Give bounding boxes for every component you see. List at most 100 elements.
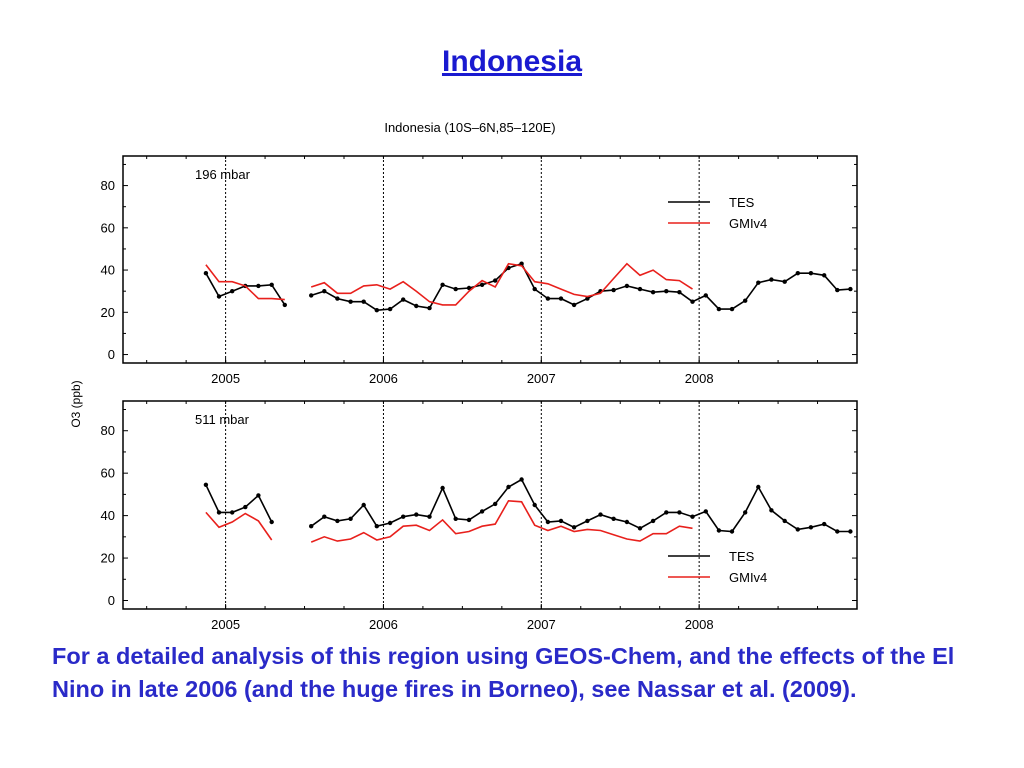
tes-data-point [716, 528, 722, 533]
gmiv4-series-line [310, 499, 693, 543]
tes-series-line [205, 272, 286, 306]
tes-data-point [795, 271, 800, 276]
y-tick-label: 40 [101, 263, 115, 278]
ozone-chart: Indonesia (10S–6N,85–120E) O3 (ppb) 0 20 4… [69, 120, 858, 632]
tes-data-point [848, 286, 853, 292]
tes-data-point [361, 502, 366, 508]
tes-data-point [322, 289, 327, 294]
tes-data-point [216, 294, 222, 299]
tes-data-point [571, 525, 577, 530]
tes-data-point [637, 526, 643, 531]
plot-frame [122, 155, 858, 364]
tes-data-point [835, 529, 840, 534]
legend-label: TES [729, 195, 755, 210]
panel-196-mbar: 0 20 40 60 80 2005 2006 2007 2008 196 mbar TES GMIv… [101, 155, 858, 386]
y-tick-label: 80 [101, 178, 115, 193]
y-tick-label: 40 [101, 508, 115, 523]
gmiv4-series-line [310, 262, 693, 306]
tes-data-point [729, 529, 735, 534]
gmiv4-series-line [205, 264, 285, 301]
tes-data-point [453, 516, 458, 521]
panel-label: 196 mbar [195, 167, 251, 182]
tes-data-point [624, 283, 630, 289]
tes-data-point [361, 299, 366, 304]
tes-data-point [387, 306, 393, 312]
tes-data-point [269, 519, 274, 525]
tes-data-point [822, 273, 827, 278]
tes-data-point [782, 279, 787, 284]
tes-data-point [650, 518, 656, 524]
tes-data-point [532, 502, 537, 508]
tes-data-point [479, 282, 485, 287]
tes-data-point [440, 485, 445, 491]
chart-title: Indonesia (10S–6N,85–120E) [384, 120, 555, 135]
tes-data-point [414, 303, 419, 309]
tes-data-point [756, 484, 761, 490]
tes-data-point [769, 508, 774, 513]
tes-data-point [216, 510, 222, 515]
tes-data-point [808, 525, 814, 530]
legend-label: GMIv4 [729, 570, 767, 585]
panel-label: 511 mbar [195, 412, 250, 427]
tes-data-point [624, 519, 630, 525]
tes-data-point [558, 518, 564, 524]
tes-data-point [256, 283, 261, 289]
slide-title[interactable]: Indonesia [441, 45, 583, 78]
tes-data-point [611, 287, 616, 293]
y-axis-label: O3 (ppb) [69, 380, 83, 427]
tes-data-point [703, 509, 708, 514]
tes-data-point [269, 282, 274, 287]
x-tick-label: 2008 [685, 617, 714, 632]
tes-data-point [650, 290, 656, 295]
tes-data-point [493, 501, 498, 507]
y-tick-label: 0 [108, 347, 115, 362]
x-tick-label: 2007 [527, 371, 556, 386]
tes-data-point [795, 527, 800, 532]
tes-data-point [440, 282, 445, 287]
y-tick-label: 60 [101, 220, 115, 235]
tes-data-point [309, 524, 314, 529]
y-tick-label: 20 [101, 551, 115, 566]
tes-data-point [690, 299, 695, 304]
tes-data-point [664, 289, 669, 294]
tes-data-point [835, 287, 840, 293]
tes-data-point [585, 296, 590, 301]
y-tick-label: 60 [101, 466, 115, 481]
tes-data-point [690, 514, 695, 519]
tes-data-point [729, 306, 735, 312]
tes-data-point [532, 286, 537, 292]
tes-data-point [348, 516, 353, 521]
x-tick-label: 2008 [685, 371, 714, 386]
tes-data-point [677, 290, 682, 295]
tes-data-point [545, 296, 551, 301]
tes-data-point [282, 302, 287, 308]
tes-data-point [716, 306, 722, 312]
tes-data-point [427, 305, 432, 311]
tes-data-point [203, 271, 209, 276]
tes-data-point [309, 293, 314, 298]
tes-data-point [611, 516, 616, 521]
tes-data-point [453, 286, 458, 292]
x-tick-label: 2005 [211, 617, 240, 632]
x-tick-label: 2007 [527, 617, 556, 632]
tes-data-point [703, 293, 708, 298]
x-tick-label: 2006 [369, 371, 398, 386]
tes-data-point [374, 524, 379, 529]
y-tick-label: 0 [108, 593, 115, 608]
tes-data-point [677, 510, 682, 515]
tes-data-point [545, 519, 551, 525]
tes-data-point [230, 510, 235, 515]
panel-511-mbar: 0 20 40 60 80 2005 2006 2007 2008 511 mbar TES GMIv… [101, 400, 858, 632]
x-tick-label: 2005 [211, 371, 240, 386]
tes-data-point [782, 518, 787, 524]
tes-data-point [466, 517, 472, 523]
tes-data-point [348, 299, 353, 304]
tes-data-point [427, 514, 432, 519]
legend-label: TES [729, 549, 755, 564]
tes-data-point [335, 518, 340, 524]
tes-data-point [585, 518, 590, 524]
tes-data-point [506, 484, 511, 490]
tes-data-point [756, 280, 761, 285]
tes-series-line [205, 484, 273, 523]
legend-label: GMIv4 [729, 216, 767, 231]
